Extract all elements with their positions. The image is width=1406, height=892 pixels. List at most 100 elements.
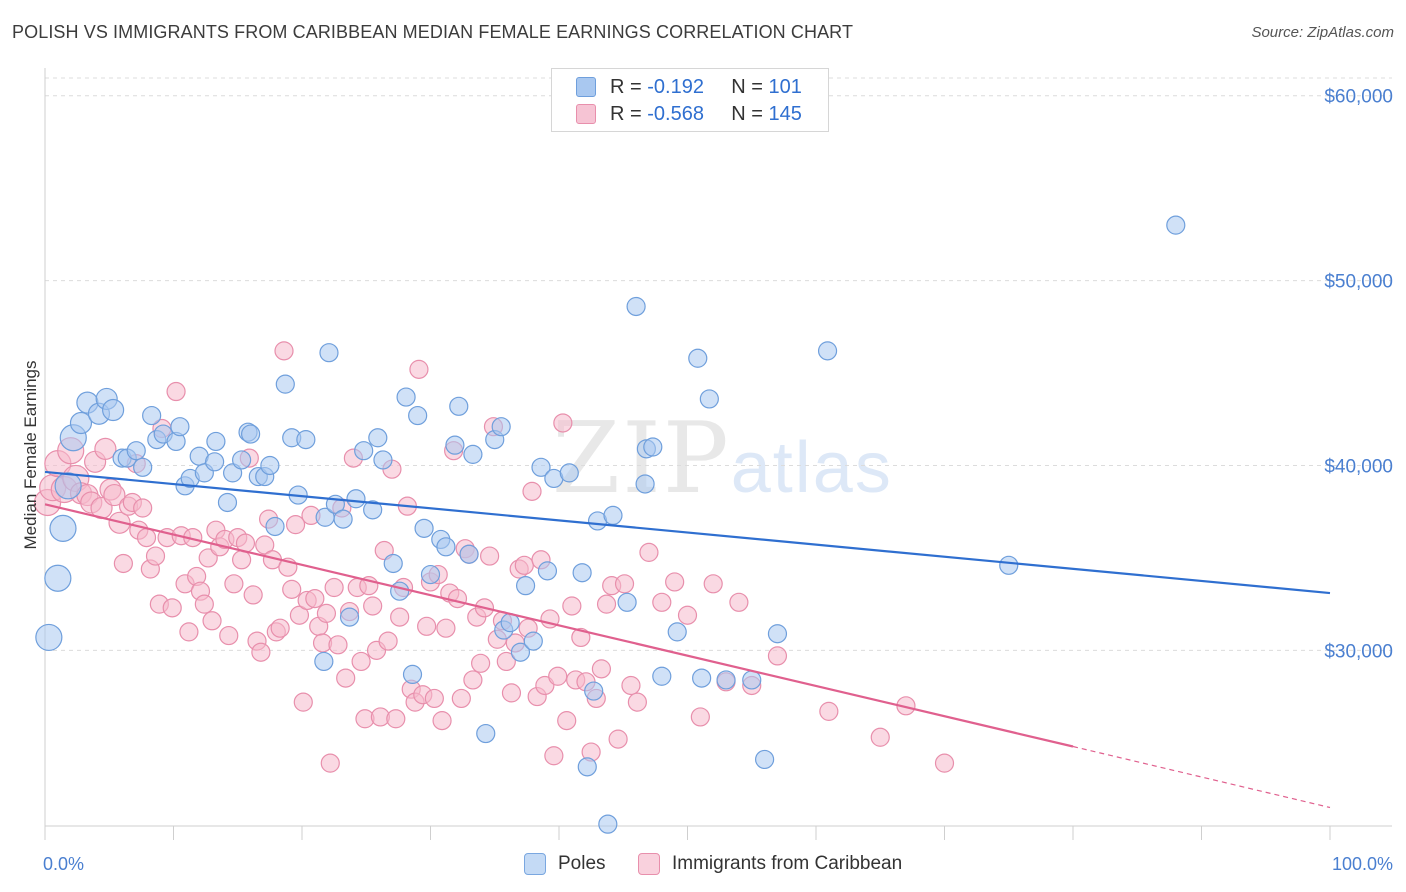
caribbean-point (463, 670, 483, 690)
poles-point (206, 431, 226, 452)
caribbean-point (194, 594, 214, 614)
poles-point (817, 341, 838, 361)
poles-point (126, 441, 146, 461)
poles-points (35, 215, 1186, 834)
caribbean-swatch (576, 104, 596, 124)
poles-point (635, 474, 655, 494)
y-tick-label-1: $40,000 (1324, 456, 1393, 477)
source-credit: Source: ZipAtlas.com (1251, 24, 1394, 41)
poles-point (296, 430, 316, 450)
poles-point (102, 398, 125, 422)
caribbean-point (562, 596, 582, 616)
poles-point (390, 581, 410, 601)
caribbean-point (198, 548, 218, 568)
poles-point (617, 592, 637, 612)
caribbean-point (305, 588, 325, 609)
caribbean-n-label: N = (731, 102, 763, 125)
poles-point (49, 514, 77, 542)
poles-point (463, 444, 483, 464)
caribbean-point (535, 675, 555, 696)
poles-point (652, 666, 672, 686)
poles-point (767, 624, 788, 644)
poles-point (368, 428, 388, 448)
bottom-caribbean-swatch (638, 853, 660, 875)
caribbean-point (639, 542, 659, 562)
poles-point (699, 389, 719, 409)
poles-point (754, 749, 775, 770)
axes (44, 68, 1392, 840)
caribbean-point (320, 753, 340, 773)
caribbean-point (162, 598, 182, 618)
caribbean-point (627, 692, 647, 712)
caribbean-point (870, 727, 890, 747)
poles-point (537, 561, 558, 581)
y-tick-label-0: $30,000 (1324, 641, 1393, 662)
poles-swatch (576, 77, 596, 97)
caribbean-r-label: R = (610, 102, 642, 125)
caribbean-point (255, 535, 275, 555)
poles-point (420, 564, 441, 585)
poles-point (333, 509, 353, 529)
caribbean-point (166, 381, 186, 402)
x-tick-label-1: 100.0% (1332, 854, 1393, 874)
poles-point (339, 607, 360, 627)
caribbean-point (417, 616, 437, 636)
poles-trend-line (44, 470, 1331, 595)
poles-r-label: R = (610, 75, 642, 98)
caribbean-point (282, 579, 302, 599)
caribbean-point (94, 437, 117, 460)
poles-point (515, 576, 536, 596)
poles-point (559, 463, 579, 483)
bottom-legend-caribbean: Immigrants from Caribbean (638, 851, 902, 877)
caribbean-point (179, 622, 199, 642)
bottom-poles-swatch (524, 853, 546, 875)
poles-r-value: -0.192 (647, 75, 704, 98)
caribbean-point (293, 692, 313, 712)
poles-point (265, 516, 285, 537)
caribbean-point (386, 709, 406, 729)
caribbean-point (289, 605, 310, 625)
caribbean-point (328, 635, 348, 655)
y-tick-labels: $30,000 $40,000 $50,000 $60,000 (1324, 87, 1393, 663)
poles-point (436, 537, 456, 557)
poles-point (598, 814, 618, 834)
poles-point (445, 435, 465, 455)
caribbean-point (219, 625, 239, 646)
caribbean-point (424, 688, 444, 709)
caribbean-point (591, 659, 612, 679)
caribbean-point (522, 481, 542, 501)
caribbean-point (436, 618, 456, 638)
poles-point (510, 642, 531, 662)
poles-point (491, 417, 511, 437)
poles-n-label: N = (731, 75, 763, 98)
poles-point (716, 670, 736, 690)
poles-point (217, 492, 238, 513)
bottom-poles-label: Poles (558, 853, 606, 874)
poles-point (170, 417, 190, 437)
caribbean-point (136, 527, 157, 548)
caribbean-point (232, 550, 252, 570)
caribbean-point (224, 574, 244, 594)
poles-point (531, 457, 551, 477)
caribbean-point (316, 603, 337, 623)
poles-point (667, 622, 687, 642)
poles-point (142, 405, 162, 426)
poles-point (626, 296, 646, 317)
poles-point (742, 670, 762, 690)
caribbean-trend-extension (1072, 745, 1331, 809)
caribbean-point (677, 605, 698, 625)
poles-point (396, 387, 416, 407)
y-tick-label-2: $50,000 (1324, 272, 1393, 293)
poles-point (241, 424, 261, 444)
caribbean-point (557, 711, 577, 731)
poles-point (643, 437, 663, 457)
caribbean-point (703, 574, 723, 594)
caribbean-point (285, 515, 306, 535)
poles-point (414, 518, 434, 538)
poles-point (260, 455, 280, 476)
stats-legend: R = -0.192 N = 101 R = -0.568 N = 145 (551, 68, 829, 132)
poles-point (319, 343, 339, 363)
caribbean-n-value: 145 (768, 102, 802, 125)
caribbean-point (390, 607, 410, 627)
caribbean-point (652, 592, 672, 612)
